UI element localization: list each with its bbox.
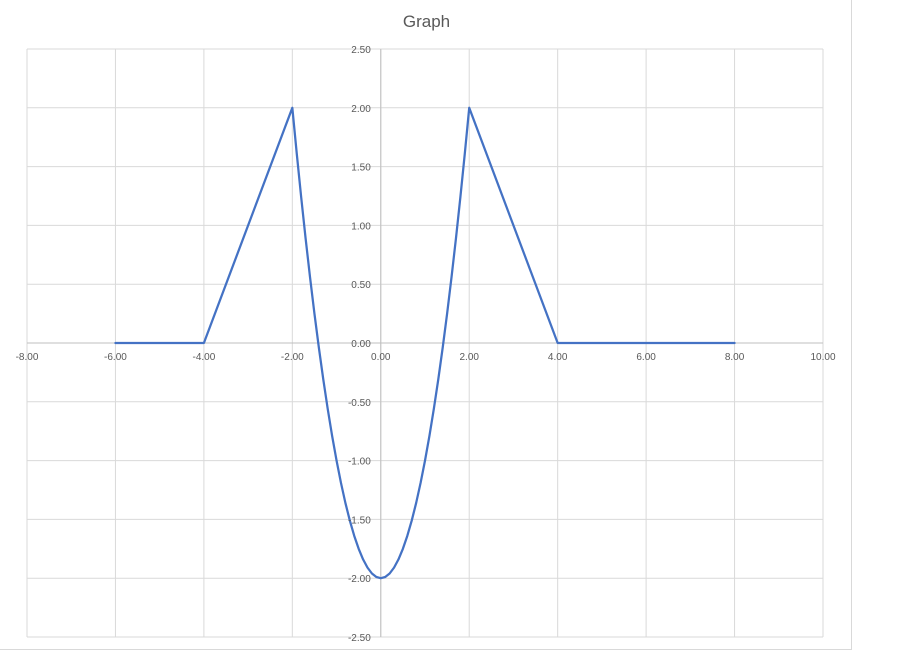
x-tick-label: 8.00 (725, 352, 745, 363)
y-tick-label: 1.50 (351, 163, 371, 174)
y-tick-label: -1.00 (348, 457, 371, 468)
x-tick-label: 4.00 (548, 352, 568, 363)
x-tick-label: 10.00 (810, 352, 835, 363)
y-tick-label: 1.00 (351, 221, 371, 232)
x-tick-label: -4.00 (192, 352, 215, 363)
y-tick-label: 0.50 (351, 280, 371, 291)
y-tick-label: 2.50 (351, 45, 371, 56)
y-tick-label: 2.00 (351, 104, 371, 115)
x-tick-labels: -8.00 -6.00 -4.00 -2.00 0.00 2.00 4.00 6.00 8.00… (16, 352, 836, 363)
x-tick-label: -8.00 (16, 352, 39, 363)
x-tick-label: 2.00 (459, 352, 479, 363)
x-tick-label: -2.00 (281, 352, 304, 363)
x-tick-label: 0.00 (371, 352, 391, 363)
chart-title: Graph (402, 12, 451, 31)
series-line (114, 106, 736, 580)
y-tick-label: -2.00 (348, 574, 371, 585)
chart-border (0, 0, 852, 650)
y-tick-label: -0.50 (348, 398, 371, 409)
series-layer (114, 106, 736, 580)
y-tick-labels: 2.50 2.00 1.50 1.00 0.50 0.00 -0.50 -1.00 -1.50 -… (348, 45, 371, 644)
y-tick-label: 0.00 (351, 339, 371, 350)
x-tick-label: 6.00 (636, 352, 656, 363)
y-tick-label: -1.50 (348, 515, 371, 526)
y-tick-label: -2.50 (348, 633, 371, 644)
x-tick-label: -6.00 (104, 352, 127, 363)
